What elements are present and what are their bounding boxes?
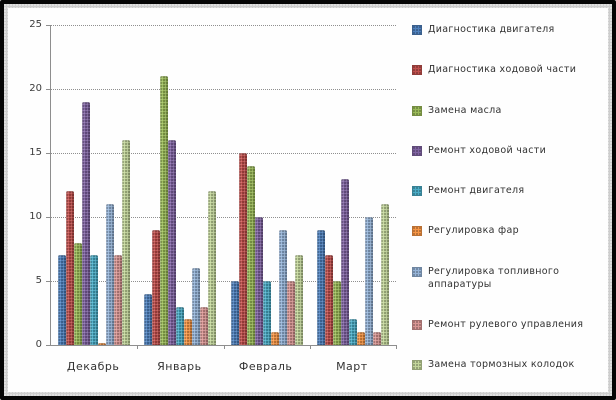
legend-label-1: Диагностика ходовой части	[428, 64, 577, 76]
y-tickmark-15	[46, 153, 51, 154]
bar-Февраль-series-5	[270, 332, 279, 345]
x-category-label-Январь: Январь	[157, 360, 202, 373]
bar-Декабрь-series-1	[66, 191, 75, 345]
bar-Январь-series-6	[192, 268, 201, 345]
bar-Декабрь-series-0	[58, 255, 67, 345]
bar-Декабрь-series-4	[90, 255, 99, 345]
bar-Февраль-series-7	[286, 281, 295, 345]
legend-label-2: Замена масла	[428, 104, 502, 116]
x-tickmark-4	[396, 345, 397, 349]
legend-swatch-icon	[412, 186, 422, 197]
bar-Январь-series-5	[184, 319, 193, 345]
bar-Январь-series-0	[144, 293, 153, 345]
legend-swatch-icon	[412, 105, 422, 116]
bar-Январь-series-4	[176, 306, 185, 345]
bar-Февраль-series-6	[278, 229, 287, 345]
y-tickmark-0	[46, 345, 51, 346]
bar-Декабрь-series-8	[122, 140, 131, 345]
y-tick-label-5: 5	[35, 275, 42, 286]
bar-Декабрь-series-3	[82, 101, 91, 345]
bar-Февраль-series-4	[262, 281, 271, 345]
bar-Январь-series-1	[152, 229, 161, 345]
legend-item-7: Ремонт рулевого управления	[412, 319, 608, 332]
y-tick-label-25: 25	[29, 19, 42, 30]
gridline-15	[51, 153, 396, 154]
bar-Январь-series-7	[200, 306, 209, 345]
bar-group-Март	[310, 178, 396, 345]
legend-item-3: Ремонт ходовой части	[412, 145, 608, 158]
x-category-label-Декабрь: Декабрь	[66, 360, 120, 373]
bar-Декабрь-series-7	[114, 255, 123, 345]
legend-item-6: Регулировка топливного аппаратуры	[412, 266, 608, 292]
legend-label-4: Ремонт двигателя	[428, 185, 525, 197]
bar-Март-series-1	[324, 255, 333, 345]
bar-Февраль-series-3	[254, 217, 263, 345]
legend-item-0: Диагностика двигателя	[412, 24, 608, 37]
bar-group-Февраль	[224, 153, 310, 345]
legend-swatch-icon	[412, 145, 422, 156]
legend-label-6: Регулировка топливного аппаратуры	[428, 265, 560, 290]
bar-Март-series-8	[380, 204, 389, 345]
y-tickmark-20	[46, 89, 51, 90]
legend-swatch-icon	[412, 226, 422, 237]
legend-swatch-icon	[412, 319, 422, 330]
bar-Март-series-5	[356, 332, 365, 345]
legend-label-7: Ремонт рулевого управления	[428, 318, 584, 330]
y-tickmark-25	[46, 25, 51, 26]
legend-swatch-icon	[412, 65, 422, 76]
bar-group-Декабрь	[51, 101, 137, 345]
y-tickmark-10	[46, 217, 51, 218]
plot-area	[46, 25, 397, 349]
gridline-10	[51, 217, 396, 218]
legend: Диагностика двигателя Диагностика ходовой…	[412, 24, 608, 372]
y-tickmark-5	[46, 281, 51, 282]
x-tickmark-2	[223, 345, 225, 349]
bar-Март-series-2	[332, 281, 341, 345]
bar-Март-series-6	[364, 217, 373, 345]
bar-Январь-series-8	[208, 191, 217, 345]
legend-label-0: Диагностика двигателя	[428, 24, 555, 35]
bar-Декабрь-series-6	[106, 204, 115, 345]
x-tickmark-1	[137, 345, 139, 349]
legend-swatch-icon	[412, 25, 422, 35]
chart-canvas: 0 5 10 15 20 25 Декабрь Январь Февраль Март Диаг…	[8, 8, 608, 392]
bar-Январь-series-3	[168, 140, 177, 345]
bar-Декабрь-series-5	[98, 343, 107, 345]
legend-label-5: Регулировка фар	[428, 225, 519, 237]
legend-swatch-icon	[412, 266, 422, 277]
bar-Январь-series-2	[160, 76, 169, 345]
bar-Март-series-3	[340, 178, 349, 345]
x-category-label-Февраль: Февраль	[238, 360, 293, 373]
gridline-25	[51, 25, 396, 26]
y-tick-label-15: 15	[29, 147, 42, 158]
bar-Март-series-0	[316, 229, 325, 345]
legend-swatch-icon	[412, 360, 422, 371]
legend-item-4: Ремонт двигателя	[412, 185, 608, 198]
y-tick-label-20: 20	[29, 83, 42, 94]
x-tickmark-3	[309, 345, 311, 349]
legend-item-2: Замена масла	[412, 105, 608, 118]
legend-label-3: Ремонт ходовой части	[428, 144, 547, 156]
bar-Февраль-series-2	[246, 165, 255, 345]
legend-item-8: Замена тормозных колодок	[412, 359, 608, 372]
bar-Март-series-7	[372, 332, 381, 345]
legend-item-1: Диагностика ходовой части	[412, 64, 608, 77]
gridline-20	[51, 89, 396, 90]
bar-Февраль-series-0	[230, 281, 239, 345]
bar-Декабрь-series-2	[74, 242, 83, 345]
legend-label-8: Замена тормозных колодок	[428, 359, 575, 371]
bar-Февраль-series-1	[238, 153, 247, 345]
legend-item-5: Регулировка фар	[412, 225, 608, 238]
x-category-label-Март: Март	[336, 360, 368, 373]
gridline-5	[51, 281, 396, 282]
y-tick-label-0: 0	[35, 339, 42, 350]
y-tick-label-10: 10	[29, 211, 42, 222]
bar-group-Январь	[137, 76, 223, 345]
bar-Февраль-series-8	[294, 255, 303, 345]
bar-Март-series-4	[348, 319, 357, 345]
